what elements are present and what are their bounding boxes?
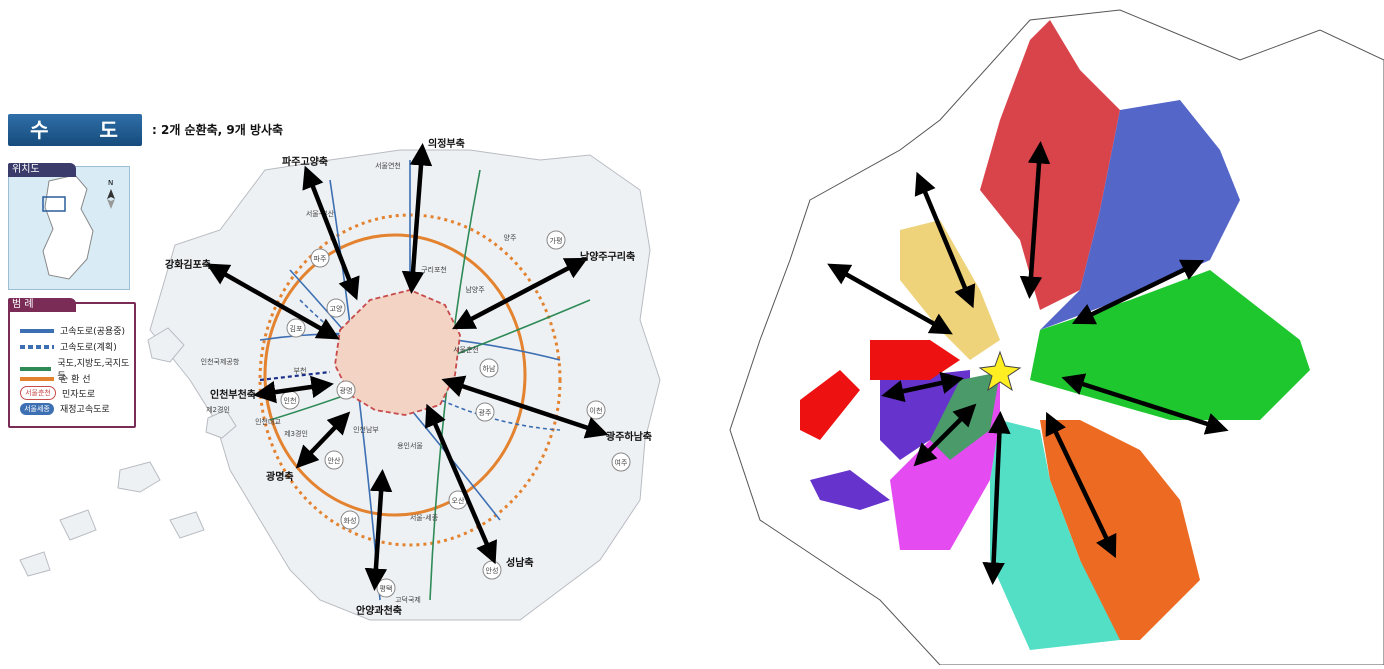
map-label: 고양 — [330, 305, 343, 313]
map-label: 양주 — [504, 234, 517, 242]
map-label: 용인서울 — [397, 441, 423, 450]
arrow-southeast — [1045, 411, 1117, 559]
map-label: 광주 — [479, 409, 492, 417]
map-label: 화성 — [344, 516, 357, 525]
arrow-anyang-gwacheon — [364, 469, 393, 591]
island — [205, 409, 237, 439]
map-label: 여주 — [615, 458, 628, 467]
legend-item: 고속도로(공용중) — [20, 324, 125, 337]
map-label: 하남 — [483, 364, 496, 373]
map-label: 구리포천 — [421, 265, 447, 274]
map-label: 서울-세종 — [410, 513, 439, 522]
map-label: 안성 — [486, 566, 499, 575]
legend-item: 고속도로(계획) — [20, 340, 117, 353]
location-inset-tab: 위치도 — [8, 163, 76, 177]
map-label: 인천대교 — [255, 417, 281, 426]
axis-label: 광명축 — [266, 470, 294, 483]
planned-expressway-symbol — [20, 344, 54, 349]
arrow-namyangju-guri — [452, 257, 588, 330]
axis-label: 안양과천축 — [356, 604, 402, 617]
arrow-paju-goyang — [302, 165, 360, 301]
metro-road-map: 파주 고양 김포 인천 광명 안산 화성 평택 오산 광주 하남 가평 여주 이… — [19, 137, 661, 621]
arrow-north — [1019, 141, 1051, 299]
map-label: 파주 — [314, 254, 327, 263]
map-label: 광명 — [340, 386, 353, 395]
axis-label: 광주하남축 — [606, 430, 652, 443]
axis-label: 성남축 — [506, 556, 534, 569]
map-label: 서울춘천 — [453, 345, 479, 354]
sector-west-island-2 — [800, 370, 860, 440]
island — [19, 551, 51, 577]
axis-label: 인천부천축 — [210, 388, 256, 401]
axis-label: 강화김포축 — [165, 258, 211, 271]
map-label: 가평 — [550, 236, 563, 245]
map-label: 이천 — [590, 406, 603, 415]
map-label: 제2경인 — [206, 405, 230, 414]
axis-label: 남양주구리축 — [580, 250, 635, 263]
legend-item: 서울세종 재정고속도로 — [20, 402, 110, 415]
map-label: 인천 — [284, 396, 297, 405]
public-expressway-symbol: 서울세종 — [20, 402, 54, 415]
map-label: 평택 — [380, 584, 393, 593]
arrow-gwangju-hanam — [441, 375, 609, 439]
map-label: 제3경인 — [284, 429, 308, 438]
map-label: 김포 — [290, 325, 303, 333]
arrow-northeast — [1071, 259, 1205, 325]
private-road-symbol: 서울춘천 — [20, 386, 56, 400]
island — [169, 511, 205, 539]
legend-box: 고속도로(공용중) 고속도로(계획) 국도,지방도,국지도 등 순 환 선 서울… — [8, 302, 136, 428]
expressway-symbol — [20, 328, 54, 333]
map-label: 고덕국제 — [395, 595, 421, 604]
radial-arrows — [206, 143, 609, 591]
map-label: 오산 — [452, 496, 465, 505]
inner-ring — [263, 233, 527, 517]
location-inset: N — [8, 166, 130, 290]
legend-item: 순 환 선 — [20, 372, 91, 385]
map-label: 남양주 — [465, 285, 485, 294]
arrow-west — [881, 371, 964, 403]
arrow-ganghwa-gimpo — [206, 263, 340, 340]
arrow-uijeongbu — [401, 143, 433, 294]
region-title: 수 도 권 — [8, 114, 142, 174]
sector-west-island — [870, 340, 960, 380]
axis-label: 파주고양축 — [282, 155, 328, 168]
axis-label: 의정부축 — [428, 137, 465, 150]
map-label: 서울연천 — [375, 161, 401, 170]
map-label: 인천남부 — [353, 425, 379, 434]
sector-west-2 — [810, 470, 890, 510]
left-map-panel: 파주 고양 김포 인천 광명 안산 화성 평택 오산 광주 하남 가평 여주 이… — [8, 114, 661, 621]
arrow-southwest — [913, 403, 977, 467]
compass-icon: N — [107, 179, 115, 209]
radial-arrows — [827, 141, 1229, 585]
svg-text:N: N — [108, 179, 113, 187]
island — [59, 509, 97, 541]
arrow-seongnam — [425, 403, 497, 565]
legend-tab: 범 례 — [8, 298, 76, 312]
sector-map — [729, 9, 1384, 666]
map-label: 인천국제공항 — [201, 357, 240, 366]
map-label: 부천 — [294, 366, 307, 375]
axis-labels: 의정부축 파주고양축 남양주구리축 강화김포축 인천부천축 광주하남축 광명축 … — [165, 137, 652, 617]
korea-peninsula-map: N — [42, 174, 115, 280]
legend-item: 서울춘천 민자도로 — [20, 386, 95, 400]
arrow-incheon-bucheon — [253, 375, 334, 404]
arrow-south — [982, 411, 1011, 585]
arrow-east — [1061, 373, 1229, 435]
map-label: 안산 — [328, 456, 341, 465]
center-star-icon — [978, 350, 1022, 392]
legend-item: 국도,지방도,국지도 등 — [20, 356, 134, 382]
arrow-gwangmyeong — [295, 411, 351, 469]
national-road-symbol — [20, 367, 52, 371]
arrow-northwest — [914, 171, 976, 309]
right-map-panel — [700, 0, 1384, 666]
island — [117, 461, 161, 493]
ring-road-symbol — [20, 376, 54, 381]
arrow-west-northwest — [827, 263, 953, 335]
island — [147, 327, 185, 363]
region-subtitle: : 2개 순환축, 9개 방사축 — [152, 123, 284, 137]
